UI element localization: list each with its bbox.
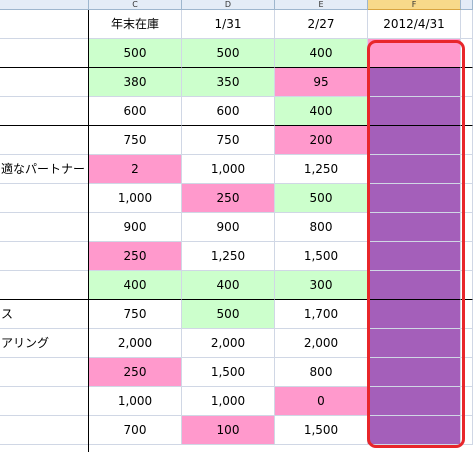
row-label-cell[interactable]	[0, 213, 89, 242]
header-cell-f[interactable]: 2012/4/31	[368, 10, 461, 39]
cell-g[interactable]	[461, 213, 473, 242]
row-label-cell[interactable]	[0, 39, 89, 68]
cell-f[interactable]	[368, 68, 461, 97]
cell-d[interactable]: 350	[182, 68, 275, 97]
cell-c[interactable]: 1,000	[89, 184, 182, 213]
cell-e[interactable]: 1,250	[275, 155, 368, 184]
cell-f[interactable]	[368, 358, 461, 387]
cell-e[interactable]: 1,500	[275, 242, 368, 271]
row-label-cell[interactable]	[0, 387, 89, 416]
cell-g[interactable]	[461, 97, 473, 126]
cell-f[interactable]	[368, 387, 461, 416]
cell-c[interactable]: 750	[89, 300, 182, 329]
cell-c[interactable]: 1,000	[89, 387, 182, 416]
row-label-cell[interactable]	[0, 358, 89, 387]
cell-e[interactable]: 400	[275, 39, 368, 68]
cell-f[interactable]	[368, 155, 461, 184]
cell-f[interactable]	[368, 184, 461, 213]
row-label-cell[interactable]	[0, 68, 89, 97]
column-a-border	[88, 10, 89, 452]
row-label-cell[interactable]: アリング	[0, 329, 89, 358]
cell-e[interactable]: 2,000	[275, 329, 368, 358]
cell-c[interactable]: 400	[89, 271, 182, 300]
cell-e[interactable]: 800	[275, 358, 368, 387]
row-label-cell[interactable]	[0, 271, 89, 300]
cell-c[interactable]: 750	[89, 126, 182, 155]
cell-c[interactable]: 2,000	[89, 329, 182, 358]
cell-c[interactable]: 500	[89, 39, 182, 68]
cell-d[interactable]: 1,000	[182, 387, 275, 416]
cell-d[interactable]: 1,000	[182, 155, 275, 184]
row-label-cell[interactable]	[0, 416, 89, 445]
header-cell-g[interactable]	[461, 10, 473, 39]
header-cell-d[interactable]: 1/31	[182, 10, 275, 39]
cell-f[interactable]	[368, 300, 461, 329]
cell-f[interactable]	[368, 97, 461, 126]
row-label-cell[interactable]	[0, 184, 89, 213]
row-label-cell[interactable]	[0, 97, 89, 126]
cell-f[interactable]	[368, 213, 461, 242]
cell-g[interactable]	[461, 184, 473, 213]
cell-d[interactable]: 600	[182, 97, 275, 126]
cell-c[interactable]: 600	[89, 97, 182, 126]
header-cell-a[interactable]	[0, 10, 89, 39]
cell-c[interactable]: 700	[89, 416, 182, 445]
row-label-cell[interactable]: ス	[0, 300, 89, 329]
cell-e[interactable]: 95	[275, 68, 368, 97]
cell-f[interactable]	[368, 242, 461, 271]
cell-e[interactable]: 800	[275, 213, 368, 242]
cell-g[interactable]	[461, 39, 473, 68]
cell-e[interactable]: 300	[275, 271, 368, 300]
column-header-C[interactable]: C	[89, 0, 182, 10]
cell-f[interactable]	[368, 126, 461, 155]
cell-g[interactable]	[461, 68, 473, 97]
cell-d[interactable]: 400	[182, 271, 275, 300]
cell-c[interactable]: 250	[89, 242, 182, 271]
cell-d[interactable]: 250	[182, 184, 275, 213]
column-header-F[interactable]: F	[368, 0, 461, 10]
cell-f[interactable]	[368, 329, 461, 358]
cell-e[interactable]: 0	[275, 387, 368, 416]
header-cell-c[interactable]: 年末在庫	[89, 10, 182, 39]
cell-g[interactable]	[461, 387, 473, 416]
cell-g[interactable]	[461, 126, 473, 155]
cell-d[interactable]: 2,000	[182, 329, 275, 358]
cell-c[interactable]: 380	[89, 68, 182, 97]
cell-d[interactable]: 500	[182, 39, 275, 68]
cell-g[interactable]	[461, 271, 473, 300]
column-header-blank[interactable]	[461, 0, 473, 10]
cell-e[interactable]: 400	[275, 97, 368, 126]
cell-f[interactable]	[368, 271, 461, 300]
cell-g[interactable]	[461, 242, 473, 271]
cell-e[interactable]: 1,500	[275, 416, 368, 445]
cell-g[interactable]	[461, 329, 473, 358]
cell-c[interactable]: 2	[89, 155, 182, 184]
header-cell-e[interactable]: 2/27	[275, 10, 368, 39]
cell-g[interactable]	[461, 416, 473, 445]
cell-d[interactable]: 750	[182, 126, 275, 155]
row-label-cell[interactable]: 適なパートナー	[0, 155, 89, 184]
cell-g[interactable]	[461, 155, 473, 184]
cell-g[interactable]	[461, 358, 473, 387]
cell-c[interactable]: 900	[89, 213, 182, 242]
cell-e[interactable]: 500	[275, 184, 368, 213]
cell-d[interactable]: 1,250	[182, 242, 275, 271]
cell-f[interactable]	[368, 416, 461, 445]
cell-d[interactable]: 100	[182, 416, 275, 445]
cell-f[interactable]	[368, 39, 461, 68]
column-header-D[interactable]: D	[182, 0, 275, 10]
cell-c[interactable]: 250	[89, 358, 182, 387]
cell-d[interactable]: 900	[182, 213, 275, 242]
cell-d[interactable]: 500	[182, 300, 275, 329]
row-label-cell[interactable]	[0, 242, 89, 271]
column-header-blank[interactable]	[0, 0, 89, 10]
cell-g[interactable]	[461, 300, 473, 329]
cell-e[interactable]: 200	[275, 126, 368, 155]
cell-d[interactable]: 1,500	[182, 358, 275, 387]
cell-e[interactable]: 1,700	[275, 300, 368, 329]
row-label-cell[interactable]	[0, 126, 89, 155]
column-header-E[interactable]: E	[275, 0, 368, 10]
